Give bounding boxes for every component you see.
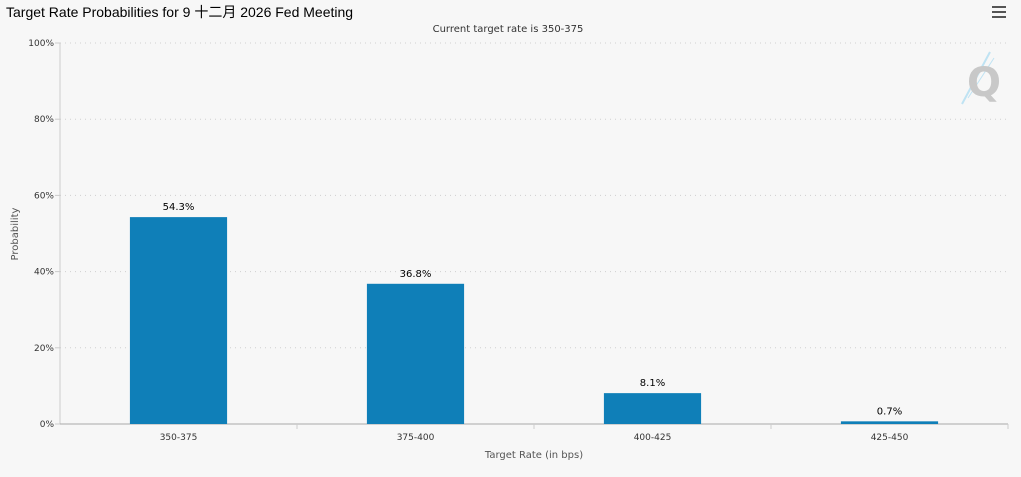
x-axis-ticks: 350-375 375-400 400-425 425-450 xyxy=(160,424,1009,443)
bar[interactable] xyxy=(366,283,465,424)
hamburger-menu-icon[interactable] xyxy=(992,6,1006,18)
x-axis-title: Target Rate (in bps) xyxy=(484,450,583,461)
x-tick-label: 400-425 xyxy=(634,433,672,443)
y-tick-label: 60% xyxy=(34,191,54,201)
chart-subtitle: Current target rate is 350-375 xyxy=(433,24,584,35)
y-tick-label: 100% xyxy=(28,39,54,49)
logo-letter: Q xyxy=(967,60,1001,106)
chart-title: Target Rate Probabilities for 9 十二月 2026… xyxy=(6,4,354,20)
bar[interactable] xyxy=(129,217,228,424)
data-label: 0.7% xyxy=(877,406,902,417)
x-tick-label: 425-450 xyxy=(871,433,909,443)
data-labels: 54.3% 36.8% 8.1% 0.7% xyxy=(163,202,903,417)
x-tick-label: 375-400 xyxy=(397,433,435,443)
logo-stroke-2 xyxy=(967,57,995,99)
y-axis-title: Probability xyxy=(10,207,21,260)
bars xyxy=(129,217,939,424)
menu-line-bottom xyxy=(992,16,1006,18)
y-tick-label: 0% xyxy=(40,420,55,430)
y-tick-label: 20% xyxy=(34,344,54,354)
x-tick-label: 350-375 xyxy=(160,433,198,443)
bar[interactable] xyxy=(603,393,702,424)
y-tick-label: 40% xyxy=(34,268,54,278)
gridlines xyxy=(60,42,1008,349)
data-label: 8.1% xyxy=(640,378,665,389)
y-axis-ticks: 0% 20% 40% 60% 80% 100% xyxy=(28,39,60,430)
logo-stroke-1 xyxy=(961,51,991,105)
bar[interactable] xyxy=(840,421,939,424)
data-label: 54.3% xyxy=(163,202,195,213)
menu-line-middle xyxy=(992,11,1006,13)
menu-line-top xyxy=(992,6,1006,8)
logo-icon: Q xyxy=(961,51,1001,106)
data-label: 36.8% xyxy=(400,269,432,280)
y-tick-label: 80% xyxy=(34,115,54,125)
